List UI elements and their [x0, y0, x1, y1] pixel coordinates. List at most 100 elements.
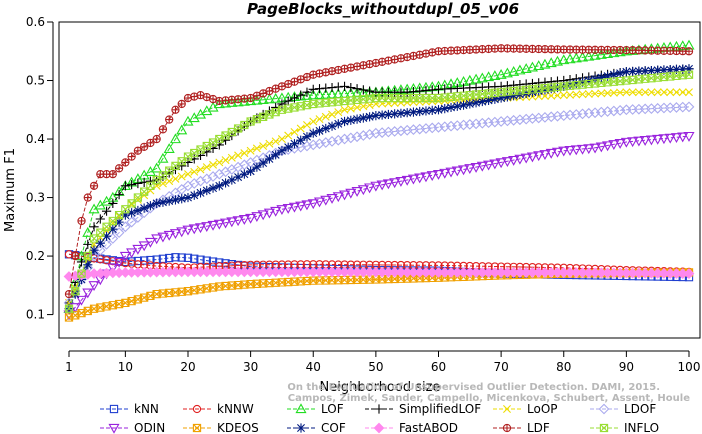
data-point-cof	[333, 119, 343, 129]
data-point-cof	[502, 92, 512, 102]
data-point-lof	[564, 53, 576, 64]
x-tick-label: 70	[493, 360, 508, 374]
data-point-lof	[558, 54, 570, 65]
data-point-odin	[426, 171, 438, 182]
data-point-loop	[277, 135, 286, 144]
data-point-simplifiedlof	[339, 81, 350, 91]
data-point-knn	[146, 255, 155, 265]
data-point-odin	[376, 180, 388, 191]
data-point-cof	[634, 66, 644, 76]
data-point-ldof	[107, 233, 119, 244]
data-point-cof	[239, 169, 249, 179]
data-point-simplifiedlof	[101, 206, 112, 216]
data-point-cof	[264, 154, 275, 164]
legend-marker-inflo	[599, 423, 609, 433]
data-point-odin	[639, 136, 651, 146]
data-point-knn	[202, 256, 211, 265]
x-tick-label: 1	[65, 360, 73, 374]
data-point-loop	[246, 146, 255, 155]
data-point-odin	[389, 178, 401, 189]
plot-frame	[58, 21, 701, 339]
data-point-knn	[190, 254, 199, 263]
data-point-inflo	[83, 251, 92, 261]
data-point-cof	[490, 94, 500, 104]
data-point-cof	[446, 102, 456, 113]
data-point-knn	[140, 256, 149, 265]
legend-label-knnw: kNNW	[217, 402, 254, 416]
legend-label-inflo: INFLO	[624, 421, 659, 434]
data-point-lof	[476, 72, 488, 83]
data-point-ldof	[345, 132, 357, 144]
legend-label-ldof: LDOF	[624, 402, 656, 416]
data-point-simplifiedlof	[421, 85, 431, 96]
data-point-odin	[226, 217, 238, 228]
data-point-loop	[271, 137, 280, 146]
data-point-cof	[289, 139, 300, 149]
data-point-simplifiedlof	[321, 83, 331, 93]
data-point-ldof	[339, 133, 350, 145]
data-point-odin	[201, 222, 213, 232]
data-point-cof	[390, 109, 400, 119]
data-point-lof	[614, 46, 626, 57]
data-point-loop	[566, 90, 574, 99]
legend-label-kdeos: KDEOS	[217, 421, 259, 434]
data-point-odin	[495, 158, 507, 169]
legend-marker-ldf	[502, 423, 512, 433]
data-point-cof	[246, 166, 256, 176]
data-point-odin	[476, 161, 488, 172]
data-point-simplifiedlof	[83, 239, 93, 249]
data-point-cof	[421, 106, 431, 116]
citation-watermark-paper: On the Evaluation of Unsupervised Outlie…	[287, 382, 660, 393]
data-point-lof	[576, 51, 589, 62]
data-point-simplifiedlof	[95, 214, 105, 224]
data-point-simplifiedlof	[352, 84, 362, 94]
data-point-odin	[407, 174, 419, 185]
data-point-simplifiedlof	[89, 222, 99, 232]
data-point-odin	[458, 165, 470, 176]
legend-item-knnw: kNNW	[183, 402, 254, 416]
data-point-loop	[328, 110, 337, 119]
data-point-ldf	[140, 142, 149, 151]
data-point-simplifiedlof	[509, 80, 519, 90]
series-line-lof	[68, 44, 690, 309]
data-point-odin	[564, 146, 576, 156]
data-point-cof	[158, 197, 168, 207]
legend-label-knn: kNN	[134, 402, 159, 416]
legend-label-simplifiedlof: SimplifiedLOF	[399, 402, 481, 416]
data-point-cof	[383, 109, 393, 120]
data-point-loop	[666, 88, 675, 97]
data-point-lof	[589, 49, 601, 60]
data-point-odin	[351, 186, 363, 197]
data-point-odin	[163, 230, 175, 241]
data-point-simplifiedlof	[502, 81, 512, 91]
data-point-odin	[645, 135, 657, 146]
data-point-lof	[157, 152, 169, 163]
data-point-cof	[352, 114, 362, 124]
data-point-lof	[163, 143, 175, 153]
data-point-lof	[169, 133, 182, 144]
data-point-cof	[621, 67, 631, 77]
data-point-cof	[602, 71, 613, 81]
x-tick-label: 20	[180, 360, 195, 374]
data-point-cof	[415, 106, 425, 117]
data-point-odin	[432, 169, 445, 180]
data-point-cof	[465, 99, 475, 109]
x-tick-label: 10	[118, 360, 133, 374]
legend-item-ldof: LDOF	[590, 402, 656, 416]
x-tick-label: 100	[678, 360, 701, 374]
data-point-lof	[595, 49, 607, 59]
data-point-odin	[238, 215, 250, 225]
data-point-cof	[296, 135, 306, 145]
data-point-loop	[685, 88, 693, 97]
data-point-lof	[313, 89, 326, 100]
data-point-loop	[209, 160, 218, 169]
data-point-cof	[271, 150, 281, 160]
y-tick-label: 0.1	[26, 308, 45, 322]
data-point-odin	[82, 288, 94, 299]
data-point-cof	[665, 65, 675, 75]
legend-item-fastabod: FastABOD	[365, 421, 458, 434]
data-point-lof	[489, 70, 501, 80]
data-point-cof	[408, 107, 419, 117]
data-point-lof	[483, 71, 495, 82]
x-tick-label: 60	[431, 360, 446, 374]
